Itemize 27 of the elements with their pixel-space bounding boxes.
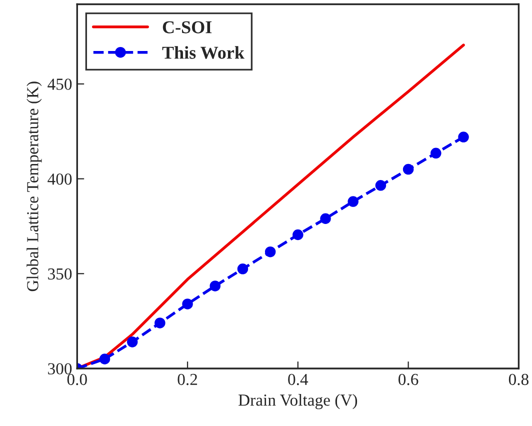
point	[154, 318, 166, 328]
point	[126, 336, 138, 348]
point	[237, 264, 248, 274]
point	[210, 280, 221, 292]
y-axis-title: Global Lattice Temperature (K)	[26, 82, 42, 292]
point	[320, 213, 331, 224]
point	[264, 246, 276, 258]
point	[99, 354, 110, 364]
legend-label: C-SOI	[162, 21, 212, 34]
x-tick-label: 0.8	[508, 374, 528, 386]
x-tick-label: 0.4	[288, 374, 308, 386]
point	[182, 298, 193, 310]
x-axis-title: Drain Voltage (V)	[238, 394, 358, 410]
y-tick-label: 300	[48, 363, 72, 374]
point	[458, 132, 469, 142]
x-tick-label: 0.2	[178, 374, 198, 386]
x-tick-label: 0.6	[398, 374, 418, 386]
legend-label: This Work	[162, 46, 244, 59]
y-tick-label: 350	[48, 268, 72, 280]
x-tick-label: 0.0	[67, 374, 87, 386]
y-tick-label: 450	[48, 78, 72, 90]
point	[402, 164, 414, 175]
y-tick-label: 400	[48, 173, 72, 185]
point	[430, 148, 442, 159]
point	[375, 180, 386, 191]
point	[292, 229, 304, 240]
point	[348, 196, 358, 207]
